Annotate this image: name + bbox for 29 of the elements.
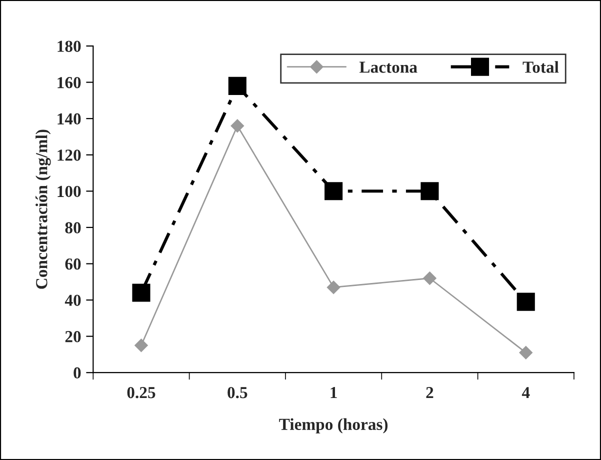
x-tick-label: 1 (330, 387, 337, 398)
y-tick-label: 80 (65, 222, 81, 234)
x-tick-label: 0.25 (127, 386, 156, 398)
y-tick-label: 60 (65, 258, 81, 270)
y-tick-label: 140 (58, 113, 81, 125)
y-tick-label: 120 (58, 150, 81, 161)
y-tick-label: 40 (64, 294, 81, 306)
point (324, 182, 343, 200)
point (326, 280, 340, 294)
point (516, 292, 535, 311)
x-tick-label: 2 (426, 387, 434, 398)
y-tick-label: 100 (58, 186, 81, 198)
point (420, 182, 439, 200)
point (134, 338, 148, 352)
y-tick-label: 0 (74, 367, 81, 379)
x-axis-title: Tiempo (horas) (279, 418, 388, 434)
y-tick-label: 20 (65, 331, 81, 342)
point (228, 76, 246, 95)
point (230, 119, 244, 132)
y-tick-label: 160 (58, 76, 81, 88)
x-tick-label: 4 (522, 387, 530, 398)
point (132, 284, 150, 302)
x-tick-label: 0.5 (228, 386, 248, 398)
legend-label: Lactona (359, 62, 418, 73)
point (519, 346, 532, 360)
y-tick-label: 180 (58, 40, 81, 52)
point (423, 272, 436, 285)
y-axis-title: Concentración (ng/ml) (36, 130, 51, 289)
legend-label: Total (522, 61, 559, 73)
